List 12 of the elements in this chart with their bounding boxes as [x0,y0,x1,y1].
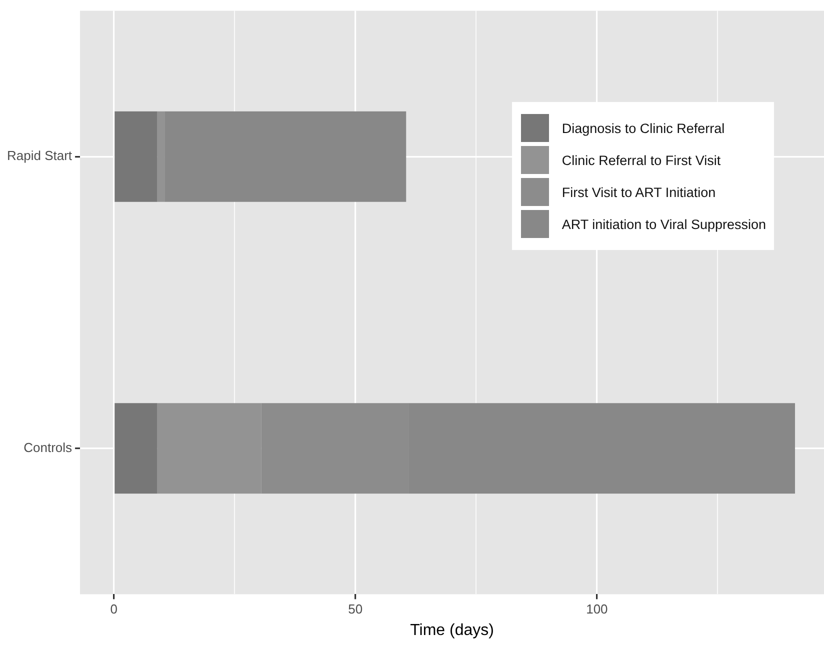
legend-label: Clinic Referral to First Visit [562,152,721,168]
bar [114,403,158,494]
y-tick-label: Controls [24,440,73,455]
legend-label: First Visit to ART Initiation [562,184,716,200]
x-tick-label: 100 [586,602,608,617]
y-tick-label: Rapid Start [6,148,72,164]
legend-label: Diagnosis to Clinic Referral [562,120,725,136]
bar [114,111,158,202]
x-tick-label: 50 [348,602,363,617]
x-tick-label: 0 [110,602,118,617]
legend-label: ART initiation to Viral Suppression [562,216,766,232]
x-axis-title: Time (days) [410,622,494,639]
